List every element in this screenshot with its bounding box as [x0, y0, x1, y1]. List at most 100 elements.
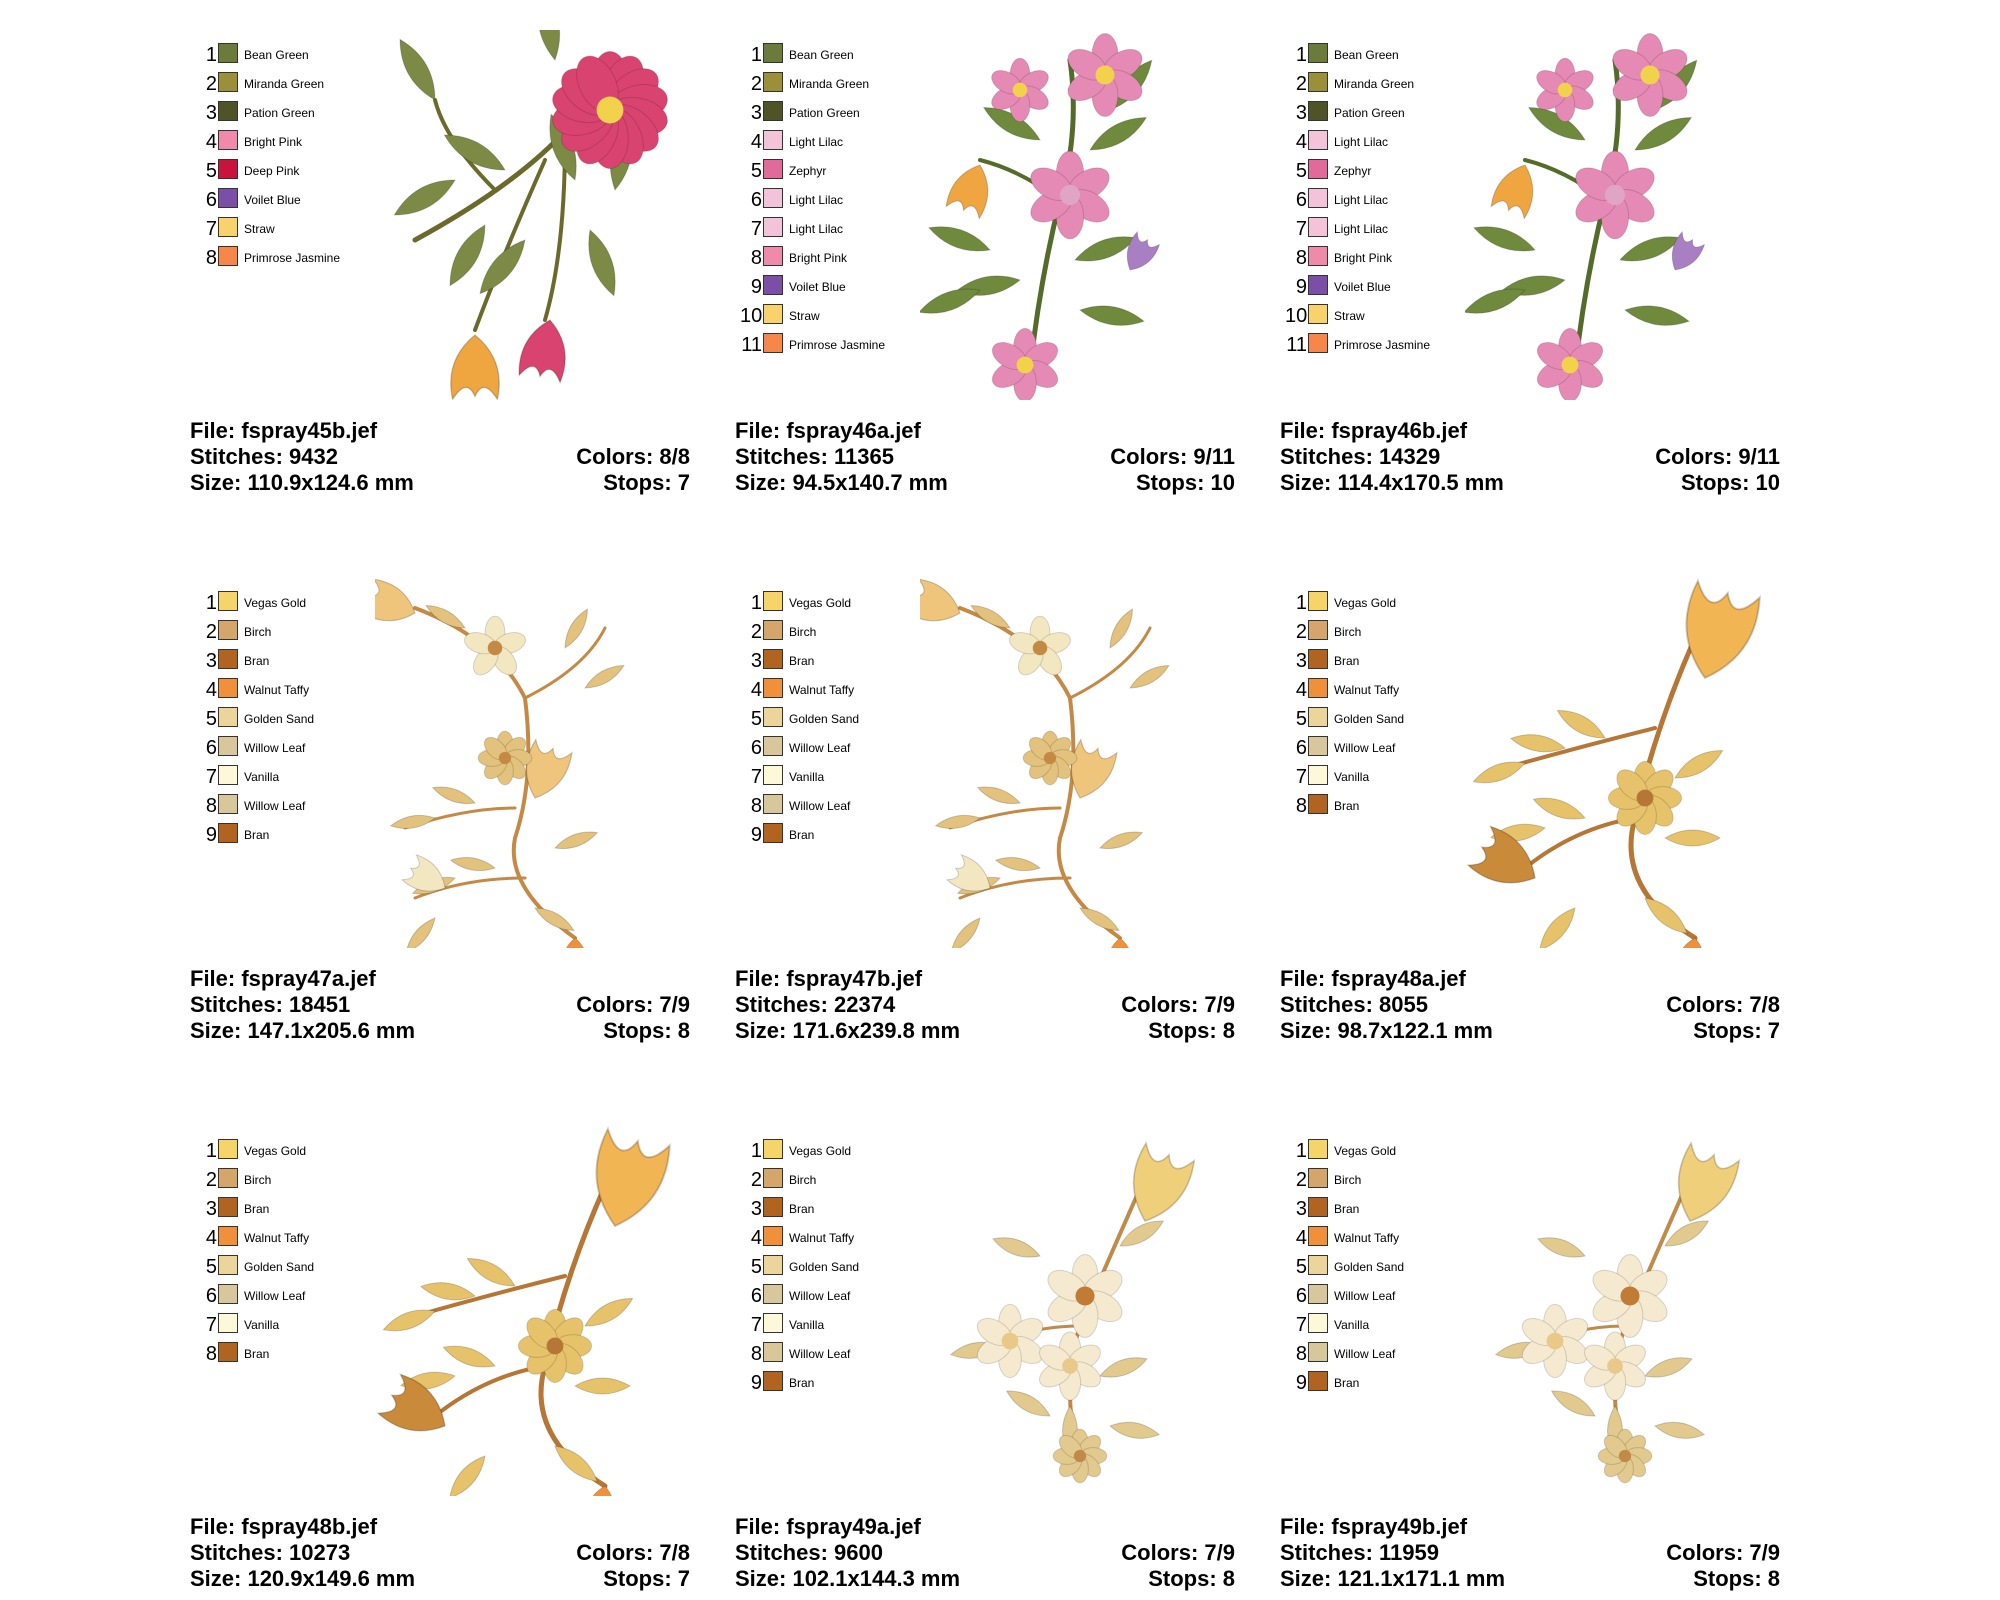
color-index: 9: [750, 276, 762, 298]
color-name: Bran: [1334, 1202, 1360, 1216]
color-index: 6: [1295, 737, 1307, 759]
blossom-left: [1521, 1303, 1589, 1379]
color-name: Straw: [789, 309, 820, 323]
color-swatch: [763, 1255, 783, 1275]
design-size: Size: 102.1x144.3 mm: [735, 1566, 961, 1591]
design-size: Size: 121.1x171.1 mm: [1280, 1566, 1506, 1591]
color-row: 9 Bran: [740, 1368, 900, 1397]
color-name: Bran: [1334, 654, 1360, 668]
color-row: 4 Light Lilac: [1285, 127, 1445, 156]
color-swatch: [1308, 246, 1328, 266]
color-count: Colors: 9/11: [1655, 444, 1780, 469]
color-name: Pation Green: [789, 106, 860, 120]
color-swatch: [218, 101, 238, 121]
color-row: 5 Zephyr: [1285, 156, 1445, 185]
leaf-shape: [976, 786, 1021, 805]
leaf-shape: [389, 814, 437, 829]
color-index: 8: [750, 1343, 762, 1365]
color-row: 5 Zephyr: [740, 156, 900, 185]
color-name: Vanilla: [789, 1318, 825, 1332]
stem-line: [523, 626, 607, 700]
design-size: Size: 147.1x205.6 mm: [190, 1018, 416, 1043]
leaf-shape: [449, 857, 497, 872]
color-index: 5: [1295, 1256, 1307, 1278]
leaf-shape: [431, 786, 476, 805]
color-swatch: [1308, 765, 1328, 785]
color-name: Bright Pink: [244, 135, 303, 149]
color-row: 4 Bright Pink: [195, 127, 355, 156]
color-row: 7 Vanilla: [740, 1310, 900, 1339]
color-index: 2: [1295, 1169, 1307, 1191]
bud-tip: [566, 937, 584, 948]
color-index: 6: [205, 737, 217, 759]
color-name: Walnut Taffy: [789, 683, 855, 697]
color-count: Colors: 9/11: [1110, 444, 1235, 469]
leaf-shape: [1119, 1220, 1165, 1247]
color-index: 3: [205, 650, 217, 672]
color-index: 8: [205, 247, 217, 269]
color-index: 6: [1295, 189, 1307, 211]
leaf-shape: [442, 1345, 496, 1368]
color-row: 8 Primrose Jasmine: [195, 243, 355, 272]
color-index: 1: [1295, 1140, 1307, 1162]
color-name: Bran: [244, 1202, 270, 1216]
color-swatch: [763, 1168, 783, 1188]
color-index: 7: [750, 1314, 762, 1336]
color-row: 3 Pation Green: [195, 98, 355, 127]
color-name: Willow Leaf: [789, 1289, 851, 1303]
color-row: 1 Vegas Gold: [740, 588, 900, 617]
color-row: 1 Vegas Gold: [740, 1136, 900, 1165]
stem-line: [1068, 626, 1152, 700]
stitch-count: Stitches: 9432: [190, 444, 338, 469]
stitch-count: Stitches: 9600: [735, 1540, 883, 1565]
design-card: 1 Bean Green 2 Miranda Green 3 Pation Green 4 L…: [735, 20, 1260, 495]
leaf-shape: [443, 134, 506, 171]
color-name: Vanilla: [244, 1318, 280, 1332]
blossom-left: [976, 1303, 1044, 1379]
color-name: Zephyr: [1334, 164, 1372, 178]
star-blossom: [1607, 760, 1683, 836]
color-name: Straw: [1334, 309, 1365, 323]
color-index: 4: [750, 679, 762, 701]
color-name: Golden Sand: [244, 712, 315, 726]
color-index: 4: [750, 1227, 762, 1249]
leaf-shape: [1109, 1421, 1161, 1439]
leaf-shape: [1556, 709, 1606, 739]
leaf-shape: [449, 1455, 486, 1496]
leaf-shape: [1109, 608, 1134, 649]
color-swatch: [1308, 678, 1328, 698]
color-name: Bran: [1334, 799, 1360, 813]
color-index: 3: [1295, 650, 1307, 672]
color-name: Pation Green: [244, 106, 315, 120]
color-name: Primrose Jasmine: [789, 338, 886, 352]
design-card: 1 Vegas Gold 2 Birch 3 Bran 4 Walnut Taffy 5 Gold…: [735, 568, 1260, 1043]
color-swatch: [218, 649, 238, 669]
bud-violet: [1126, 230, 1161, 271]
stem-line: [958, 876, 1072, 900]
leaf-shape: [1527, 106, 1586, 141]
color-name: Walnut Taffy: [1334, 1231, 1400, 1245]
stitch-count: Stitches: 14329: [1280, 444, 1441, 469]
color-row: 1 Vegas Gold: [195, 588, 355, 617]
color-index: 7: [205, 218, 217, 240]
leaf-shape: [1644, 897, 1688, 934]
color-name: Vegas Gold: [789, 596, 852, 610]
embroidery-preview: [1466, 578, 1761, 948]
bud-orange: [1490, 164, 1534, 221]
color-row: 3 Bran: [740, 646, 900, 675]
embroidery-preview: [920, 578, 1170, 948]
embroidery-preview: [949, 1140, 1196, 1484]
color-name: Deep Pink: [244, 164, 300, 178]
tulip-top: [920, 578, 961, 622]
color-index: 2: [1295, 73, 1307, 95]
leaf-shape: [992, 1237, 1041, 1258]
color-row: 8 Willow Leaf: [740, 1339, 900, 1368]
color-index: 3: [205, 102, 217, 124]
file-name: File: fspray48b.jef: [190, 1514, 378, 1539]
color-name: Willow Leaf: [1334, 1347, 1396, 1361]
stitch-count: Stitches: 18451: [190, 992, 351, 1017]
color-index: 10: [740, 305, 763, 327]
blossom-center: [1592, 1254, 1668, 1338]
color-name: Miranda Green: [789, 77, 870, 91]
leaf-shape: [1472, 761, 1526, 784]
